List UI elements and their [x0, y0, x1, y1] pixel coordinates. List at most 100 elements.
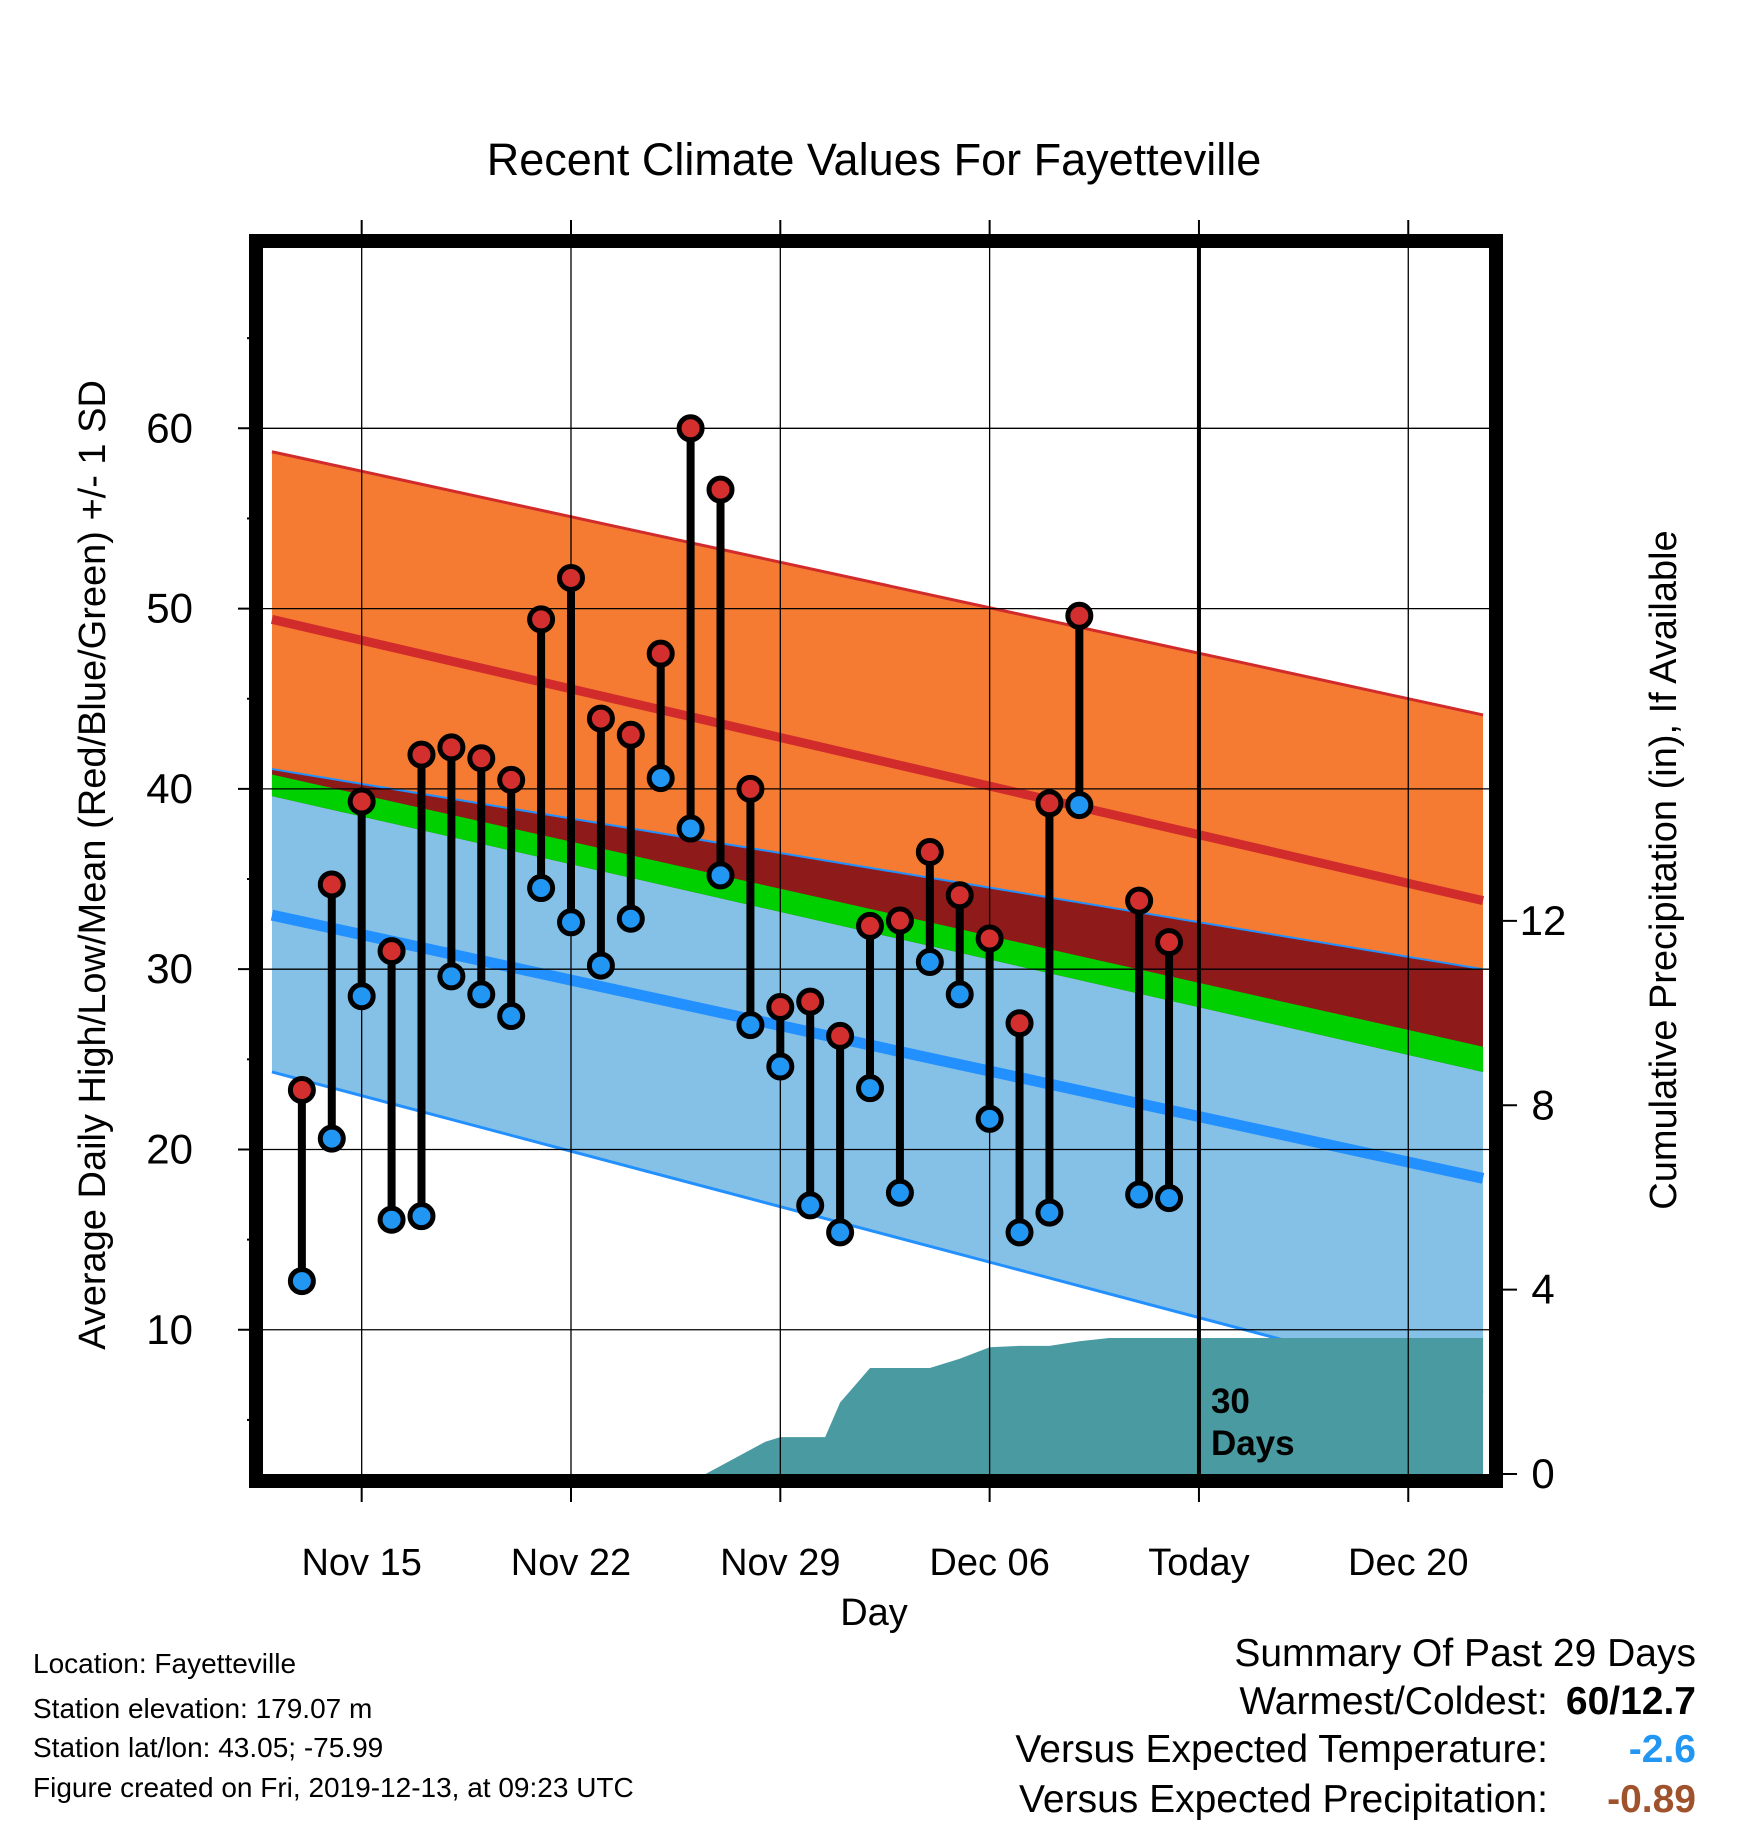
low-marker	[586, 951, 615, 980]
high-marker	[407, 740, 436, 769]
high-marker	[766, 993, 795, 1022]
y2-axis-label: Cumulative Precipitation (in), If Availa…	[1643, 530, 1685, 1209]
grid-lines	[263, 248, 1489, 1474]
high-marker	[826, 1021, 855, 1050]
low-marker	[377, 1205, 406, 1234]
today-annotation-line1: 30	[1211, 1382, 1250, 1421]
precip-area	[271, 1338, 1484, 1474]
y-axis-label: Average Daily High/Low/Mean (Red/Blue/Gr…	[72, 380, 114, 1350]
low-marker	[347, 982, 376, 1011]
low-marker	[706, 861, 735, 890]
y-tick-label: 10	[146, 1306, 193, 1353]
low-marker	[556, 908, 585, 937]
low-marker	[646, 764, 675, 793]
low-marker	[1065, 791, 1094, 820]
high-marker	[616, 720, 645, 749]
observations	[287, 414, 1184, 1296]
high-marker	[736, 774, 765, 803]
low-marker	[437, 962, 466, 991]
low-marker	[1035, 1198, 1064, 1227]
low-upper-line	[271, 768, 1484, 971]
warmest-coldest-value: 60/12.7	[1565, 1680, 1696, 1723]
chart-title: Recent Climate Values For Fayetteville	[487, 134, 1261, 185]
high-marker	[377, 937, 406, 966]
high-marker	[945, 881, 974, 910]
low-marker	[856, 1074, 885, 1103]
high-marker	[1125, 886, 1154, 915]
today-annotation-line2: Days	[1211, 1424, 1295, 1463]
x-tick-label: Dec 20	[1348, 1542, 1468, 1584]
high-marker	[317, 870, 346, 899]
summary-warmest-coldest: Warmest/Coldest: 60/12.7	[1239, 1680, 1696, 1724]
frame-border	[249, 234, 1503, 1488]
low-marker	[287, 1267, 316, 1296]
high-marker	[676, 414, 705, 443]
summary-title: Summary Of Past 29 Days	[1234, 1632, 1696, 1675]
summary-temperature: Versus Expected Temperature: -2.6	[1015, 1728, 1696, 1772]
low-marker	[467, 980, 496, 1009]
y-tick-label: 50	[146, 585, 193, 632]
y-tick-label: 60	[146, 404, 193, 451]
footer-location: Location: Fayetteville	[33, 1648, 297, 1679]
low-marker	[1005, 1218, 1034, 1247]
y2-tick-label: 0	[1531, 1450, 1554, 1497]
axes: 10 20 30 40 50 60 0 4 8 12 Nov 15 Nov 22 Nov 29 Dec 0…	[146, 220, 1566, 1584]
low-marker	[945, 980, 974, 1009]
low-marker	[736, 1011, 765, 1040]
precipitation-label: Versus Expected Precipitation:	[1019, 1778, 1548, 1821]
temperature-label: Versus Expected Temperature:	[1015, 1728, 1548, 1771]
x-tick-label: Nov 22	[511, 1542, 631, 1584]
high-mean-line	[270, 615, 1485, 906]
high-marker	[646, 639, 675, 668]
low-marker	[676, 814, 705, 843]
x-tick-label: Nov 15	[301, 1542, 421, 1584]
high-marker	[915, 837, 944, 866]
high-marker	[527, 605, 556, 634]
low-marker	[317, 1124, 346, 1153]
temperature-value: -2.6	[1628, 1728, 1696, 1771]
low-marker	[975, 1104, 1004, 1133]
low-marker	[497, 1002, 526, 1031]
y-tick-label: 40	[146, 765, 193, 812]
high-marker	[1155, 928, 1184, 957]
high-marker	[556, 563, 585, 592]
low-marker	[826, 1218, 855, 1247]
high-marker	[1035, 789, 1064, 818]
low-marker	[796, 1191, 825, 1220]
low-marker	[766, 1052, 795, 1081]
low-marker	[1125, 1180, 1154, 1209]
low-mean-line	[270, 909, 1485, 1184]
footer-latlon: Station lat/lon: 43.05; -75.99	[33, 1732, 384, 1763]
high-marker	[467, 744, 496, 773]
y2-tick-label: 8	[1531, 1081, 1554, 1128]
y2-tick-label: 4	[1531, 1266, 1554, 1313]
precipitation-value: -0.89	[1607, 1778, 1696, 1821]
x-tick-label: Nov 29	[720, 1542, 840, 1584]
high-marker	[975, 924, 1004, 953]
footer-created: Figure created on Fri, 2019-12-13, at 09…	[33, 1772, 634, 1803]
y-tick-label: 30	[146, 945, 193, 992]
high-marker	[347, 787, 376, 816]
low-marker	[616, 904, 645, 933]
high-marker	[885, 906, 914, 935]
high-marker	[796, 987, 825, 1016]
y-tick-label: 20	[146, 1125, 193, 1172]
low-marker	[1155, 1184, 1184, 1213]
footer-elevation: Station elevation: 179.07 m	[33, 1693, 373, 1724]
high-marker	[586, 704, 615, 733]
high-upper-line	[271, 450, 1484, 717]
y2-tick-label: 12	[1520, 897, 1567, 944]
x-tick-label: Dec 06	[929, 1542, 1049, 1584]
x-tick-label: Today	[1148, 1542, 1249, 1584]
warmest-coldest-label: Warmest/Coldest:	[1239, 1680, 1548, 1723]
high-marker	[856, 911, 885, 940]
low-marker	[915, 947, 944, 976]
low-marker	[885, 1178, 914, 1207]
summary-precipitation: Versus Expected Precipitation: -0.89	[1019, 1778, 1696, 1822]
high-marker	[1005, 1009, 1034, 1038]
low-marker	[527, 874, 556, 903]
x-axis-label: Day	[840, 1592, 908, 1634]
high-marker	[1065, 601, 1094, 630]
high-marker	[706, 475, 735, 504]
